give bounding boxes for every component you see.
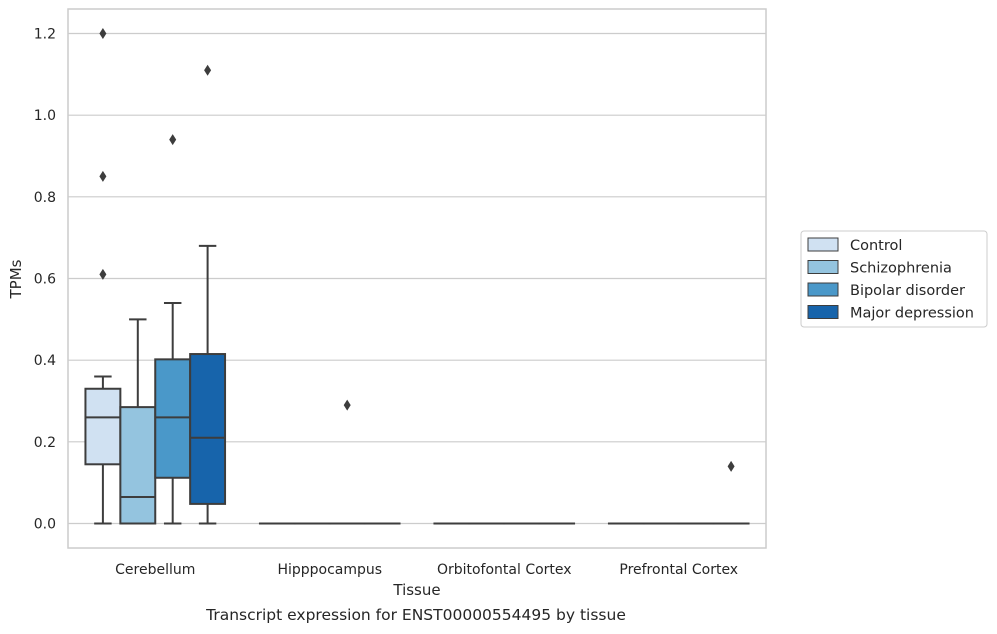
legend-swatch <box>807 282 839 297</box>
legend-label: Major depression <box>850 306 974 322</box>
legend: Control Schizophrenia Bipolar disorder Majo… <box>800 230 988 328</box>
legend-swatch <box>807 305 839 319</box>
legend-frame <box>800 230 988 328</box>
box-plot-series <box>84 28 750 525</box>
y-tick-label: 0.0 <box>34 517 56 533</box>
box-body <box>189 353 227 505</box>
legend-swatch <box>807 260 839 274</box>
outlier-point <box>727 460 735 472</box>
outlier-point <box>99 28 107 39</box>
y-tick-label: 0.8 <box>34 190 56 206</box>
y-axis-label: TPMs <box>7 259 25 299</box>
y-tick-label: 0.4 <box>34 353 56 369</box>
y-tick-label: 0.6 <box>34 272 56 288</box>
legend-label: Schizophrenia <box>850 261 952 277</box>
box-body <box>154 358 192 479</box>
y-tick-label: 1.2 <box>34 27 56 43</box>
x-tick-label: Cerebellum <box>115 562 195 578</box>
y-tick-label: 1.0 <box>34 108 56 124</box>
legend-label: Bipolar disorder <box>850 283 965 299</box>
box-body <box>84 387 122 466</box>
outlier-point <box>343 399 351 411</box>
y-axis-ticks: 0.0 0.2 0.4 0.6 0.8 1.0 1.2 <box>34 27 56 533</box>
y-tick-label: 0.2 <box>34 435 56 451</box>
box-0-0 <box>84 28 122 525</box>
outlier-point <box>99 268 107 280</box>
plot-frame <box>67 8 767 549</box>
box-1-2 <box>328 399 366 525</box>
outlier-point <box>169 134 177 146</box>
outlier-point <box>99 170 107 182</box>
legend-label: Control <box>850 238 902 254</box>
legend-swatch <box>807 237 839 252</box>
x-tick-label: Hipppocampus <box>277 562 382 578</box>
box-0-2 <box>154 134 192 525</box>
x-tick-label: Prefrontal Cortex <box>619 562 738 578</box>
x-axis-label: Tissue <box>392 581 440 599</box>
x-axis-ticks: Cerebellum Hipppocampus Orbitofontal Corte… <box>115 562 738 578</box>
outlier-point <box>204 64 212 76</box>
box-3-3 <box>712 460 750 525</box>
box-0-1 <box>119 318 157 525</box>
figure-caption: Transcript expression for ENST0000055449… <box>206 606 626 624</box>
x-tick-label: Orbitofontal Cortex <box>437 562 572 578</box>
box-body <box>119 406 157 525</box>
box-0-3 <box>189 64 227 525</box>
